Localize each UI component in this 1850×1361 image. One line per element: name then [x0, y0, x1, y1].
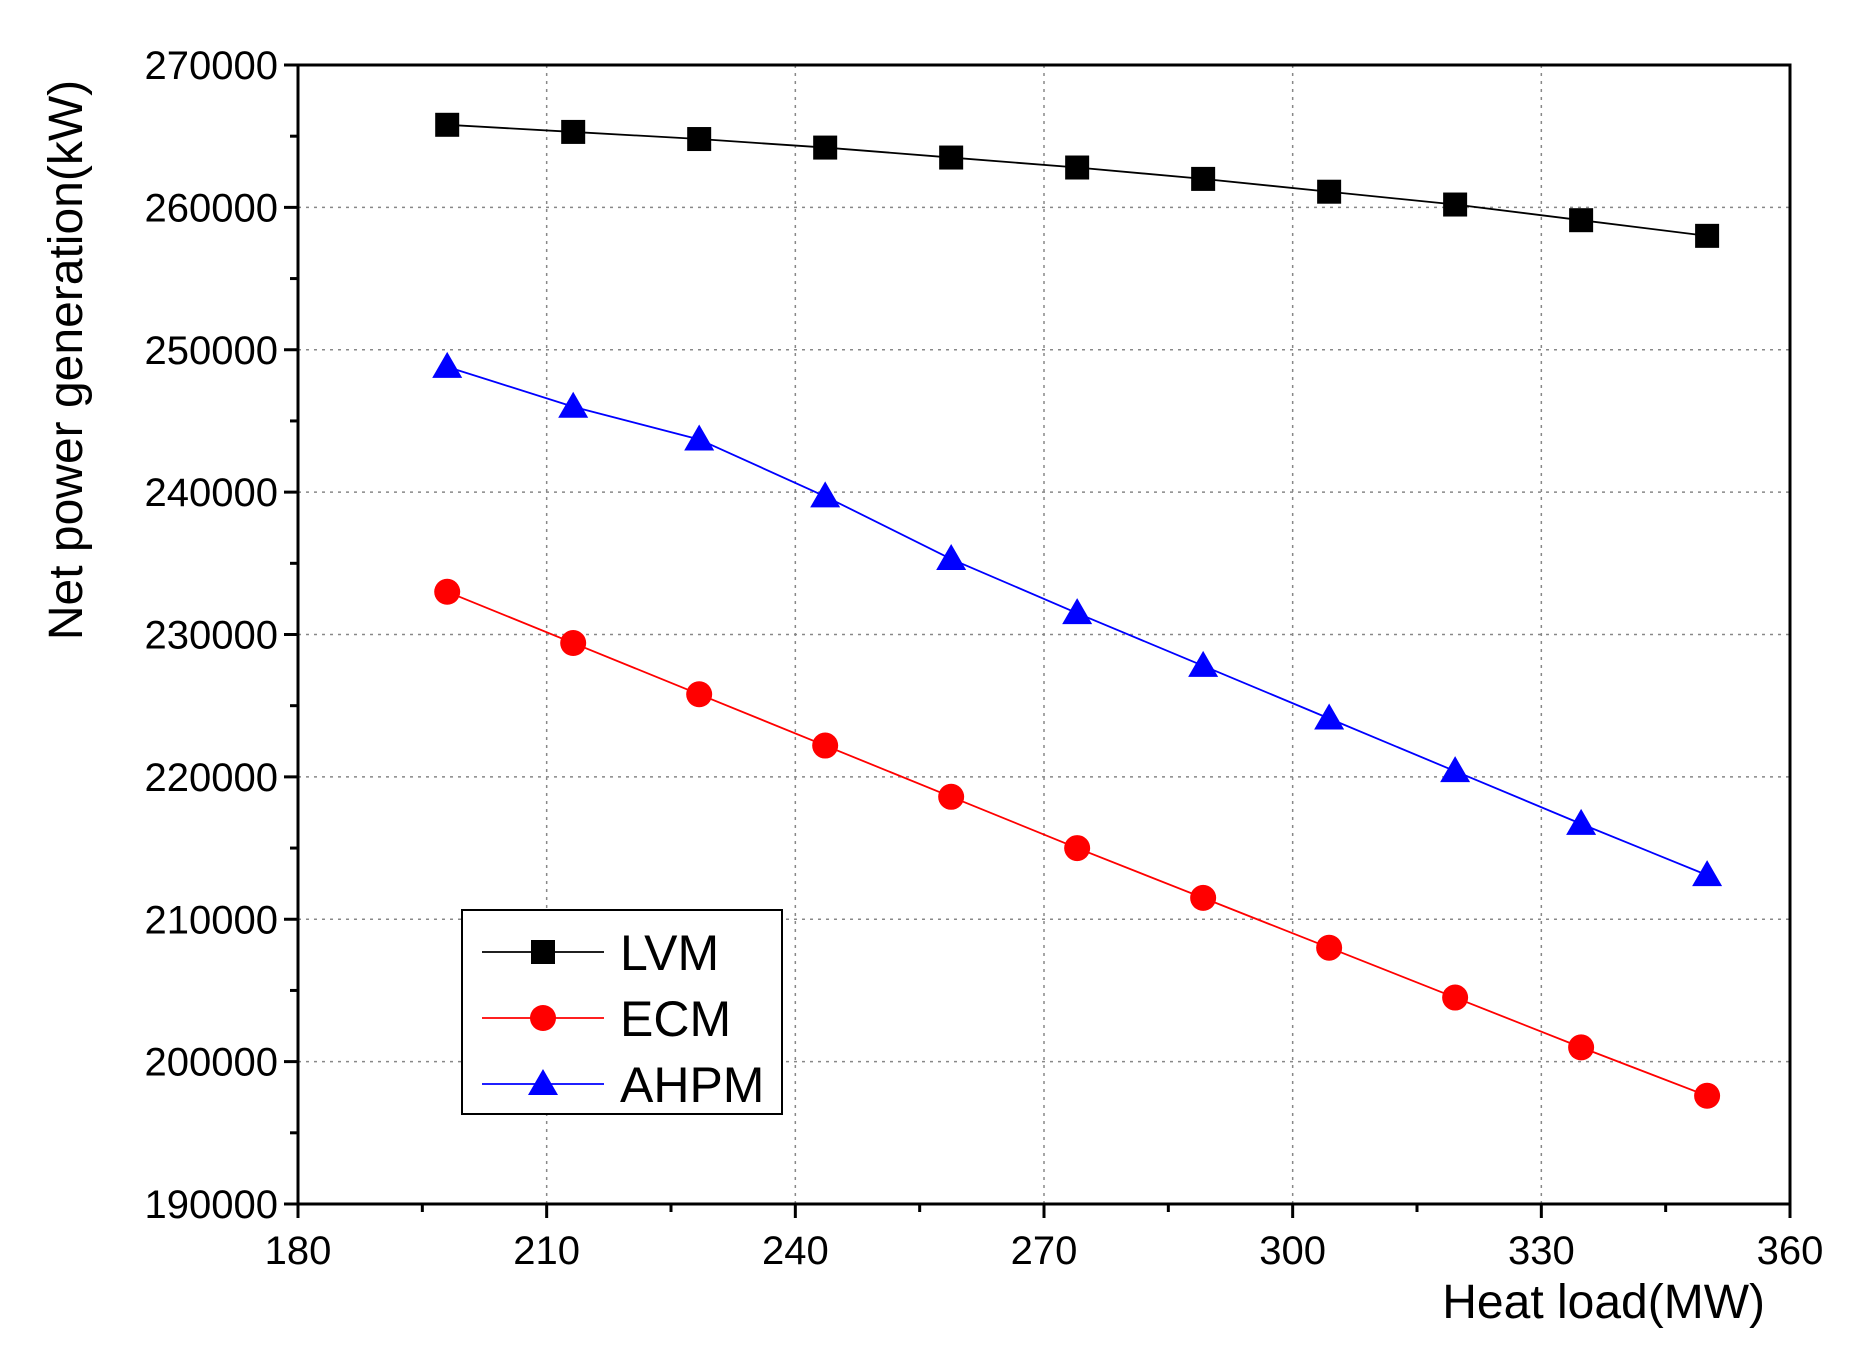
y-tick-label: 200000	[145, 1041, 278, 1085]
legend-item-ecm: ECM	[482, 991, 731, 1047]
x-tick-label: 360	[1757, 1229, 1824, 1273]
data-point-ahpm	[1314, 703, 1345, 730]
data-point-ecm	[434, 578, 461, 605]
x-tick-label: 240	[762, 1229, 829, 1273]
legend-marker-lvm	[531, 940, 555, 964]
data-point-lvm	[1569, 208, 1594, 233]
y-tick-label: 250000	[145, 329, 278, 373]
data-point-lvm	[1695, 223, 1720, 248]
y-tick-label: 240000	[145, 471, 278, 515]
y-tick-label: 210000	[145, 898, 278, 942]
data-point-ecm	[1568, 1034, 1595, 1061]
data-point-lvm	[687, 127, 712, 152]
series-ecm	[434, 578, 1721, 1109]
data-point-ecm	[812, 732, 839, 759]
data-point-lvm	[1191, 166, 1216, 191]
data-point-ahpm	[1188, 650, 1219, 677]
data-point-lvm	[1443, 192, 1468, 217]
data-point-lvm	[561, 119, 586, 144]
data-point-ecm	[560, 630, 587, 657]
legend-items: LVM ECM AHPM	[482, 925, 764, 1113]
series-ahpm	[432, 351, 1723, 887]
y-tick-label: 270000	[145, 44, 278, 88]
y-tick-label: 190000	[145, 1183, 278, 1227]
y-axis-title: Net power generation(kW)	[40, 80, 93, 640]
x-tick-label: 270	[1011, 1229, 1078, 1273]
legend-item-ahpm: AHPM	[482, 1057, 764, 1113]
data-point-lvm	[1065, 155, 1090, 180]
series-lvm	[435, 112, 1720, 248]
x-tick-label: 330	[1508, 1229, 1575, 1273]
data-point-ecm	[1442, 984, 1469, 1011]
x-axis-title: Heat load(MW)	[1442, 1276, 1765, 1329]
series-layer	[432, 112, 1723, 1109]
data-point-ahpm	[684, 424, 715, 451]
data-point-ahpm	[810, 481, 841, 508]
data-point-ecm	[938, 783, 965, 810]
legend-item-lvm: LVM	[482, 925, 719, 981]
y-tick-label: 230000	[145, 614, 278, 658]
data-point-ecm	[1316, 934, 1343, 961]
x-tick-label: 210	[513, 1229, 580, 1273]
data-point-lvm	[435, 112, 460, 137]
data-point-ecm	[1694, 1082, 1721, 1109]
legend-label-ecm: ECM	[620, 991, 731, 1047]
data-point-ahpm	[1692, 860, 1723, 887]
legend-marker-ahpm	[528, 1069, 558, 1095]
data-point-lvm	[939, 145, 964, 170]
data-point-ecm	[1064, 835, 1091, 862]
legend-box	[461, 909, 783, 1115]
data-point-ahpm	[432, 351, 463, 378]
data-point-ecm	[686, 681, 713, 708]
legend-marker-ecm	[530, 1005, 556, 1031]
data-point-ahpm	[1566, 808, 1597, 835]
data-point-ahpm	[936, 544, 967, 571]
data-point-lvm	[1317, 179, 1342, 204]
data-point-ahpm	[1062, 598, 1093, 625]
y-tick-label: 260000	[145, 186, 278, 230]
x-tick-label: 180	[265, 1229, 332, 1273]
axes: 180 210 240 270 300 330 360 190000 200000 210000 2…	[145, 44, 1824, 1273]
data-point-lvm	[813, 135, 838, 160]
legend-label-lvm: LVM	[620, 925, 719, 981]
data-point-ecm	[1190, 884, 1217, 911]
x-tick-label: 300	[1259, 1229, 1326, 1273]
data-point-ahpm	[558, 391, 589, 418]
legend-label-ahpm: AHPM	[620, 1057, 764, 1113]
data-point-ahpm	[1440, 756, 1471, 783]
legend: LVM ECM AHPM	[461, 909, 783, 1115]
y-tick-label: 220000	[145, 756, 278, 800]
